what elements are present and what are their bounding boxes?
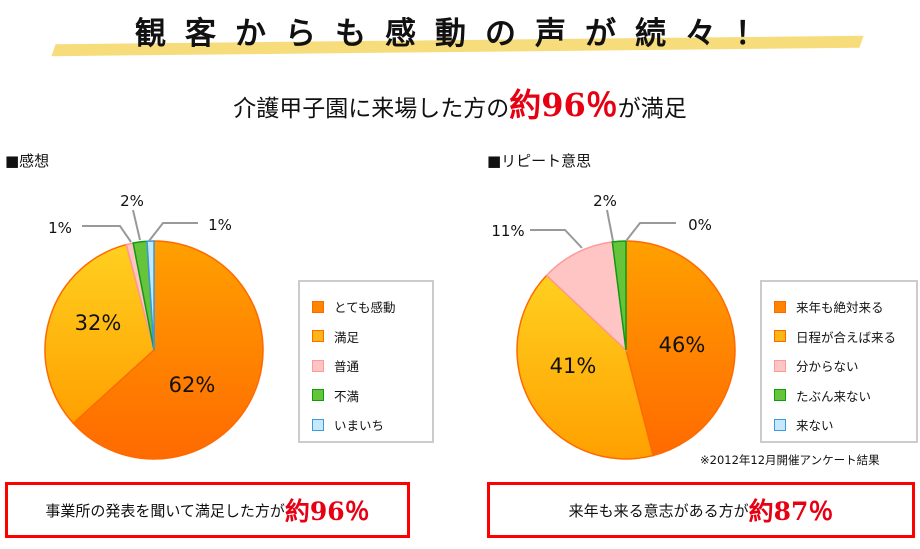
legend-swatch: [312, 389, 324, 402]
summary-highlight: 約96％: [284, 497, 370, 526]
legend-item: 不満: [312, 381, 432, 411]
pie-slice: [146, 240, 155, 351]
legend-swatch: [312, 300, 324, 313]
legend-repeat: 来年も絶対来る 日程が合えば来る 分からないたぶん来ない 来ない: [760, 280, 918, 443]
pie-impression: [44, 240, 264, 460]
pie-slice: [545, 241, 628, 352]
legend-item: たぶん来ない: [774, 381, 916, 411]
data-label: 32%: [75, 311, 122, 335]
pie-slice: [72, 240, 264, 460]
pie-slice: [625, 240, 736, 457]
legend-label: 普通: [334, 359, 360, 375]
leader-line: [148, 222, 198, 242]
summary-box-satisfaction: 事業所の発表を聞いて満足した方が 約96％: [5, 482, 410, 538]
leader-line: [625, 222, 676, 242]
leader-line: [606, 209, 614, 242]
legend-item: 来年も絶対来る: [774, 292, 916, 322]
subhead-suffix: が満足: [617, 96, 687, 122]
legend-swatch: [774, 300, 786, 313]
legend-item: 普通: [312, 351, 432, 381]
subhead-prefix: 介護甲子園に来場した方の: [233, 96, 510, 122]
legend-swatch: [774, 418, 786, 431]
legend-label: たぶん来ない: [796, 388, 872, 404]
legend-label: とても感動: [334, 300, 396, 316]
leader-lines: [82, 209, 676, 249]
survey-note: ※2012年12月開催アンケート結果: [700, 453, 880, 467]
legend-label: 分からない: [796, 359, 859, 375]
data-label: 0%: [688, 216, 712, 234]
legend-label: 来ない: [796, 418, 834, 434]
legend-swatch: [312, 330, 324, 343]
summary-text: 事業所の発表を聞いて満足した方が: [45, 501, 285, 520]
pie-slice: [44, 243, 155, 425]
legend-label: 満足: [334, 329, 360, 345]
legend-swatch: [774, 389, 786, 402]
legend-swatch: [774, 330, 786, 343]
data-label: 46%: [659, 333, 706, 357]
pie-slice: [611, 240, 627, 351]
legend-label: いまいち: [334, 418, 385, 434]
data-label: 11%: [491, 222, 524, 240]
legend-swatch: [774, 359, 786, 372]
legend-item: 満足: [312, 322, 432, 352]
legend-item: 分からない: [774, 351, 916, 381]
pie-repeat: [516, 240, 736, 460]
legend-item: 来ない: [774, 410, 916, 440]
subheadline: 介護甲子園に来場した方の約96％が満足: [0, 80, 920, 126]
legend-swatch: [312, 359, 324, 372]
data-label: 41%: [550, 354, 597, 378]
legend-label: 不満: [334, 388, 360, 404]
data-label: 1%: [48, 219, 72, 237]
summary-text: 来年も来る意志がある方が: [568, 501, 749, 520]
subhead-highlight: 約96％: [509, 86, 618, 124]
chart-title-repeat: ■リピート意思: [487, 152, 592, 170]
legend-label: 日程が合えば来る: [796, 329, 897, 345]
summary-box-repeat: 来年も来る意志がある方が 約87％: [487, 482, 915, 538]
data-label: 2%: [593, 192, 617, 210]
headline: 観客からも感動の声が続々！: [135, 16, 785, 52]
pie-charts: 62% 32% 1% 2% 1% 46% 41% 11% 2% 0%: [44, 192, 736, 460]
data-label: 62%: [169, 373, 216, 397]
data-label: 1%: [208, 216, 232, 234]
legend-item: 日程が合えば来る: [774, 322, 916, 352]
leader-line: [132, 209, 141, 241]
summary-highlight: 約87％: [748, 497, 834, 526]
legend-item: とても感動: [312, 292, 432, 322]
leader-line: [530, 229, 583, 249]
legend-label: 来年も絶対来る: [796, 300, 884, 316]
pie-slice: [516, 274, 655, 460]
data-label: 2%: [120, 192, 144, 210]
chart-title-impression: ■感想: [5, 152, 50, 170]
legend-impression: とても感動満足普通不満いまいち: [298, 280, 434, 443]
legend-swatch: [312, 418, 324, 431]
leader-line: [82, 225, 132, 243]
legend-item: いまいち: [312, 410, 432, 440]
